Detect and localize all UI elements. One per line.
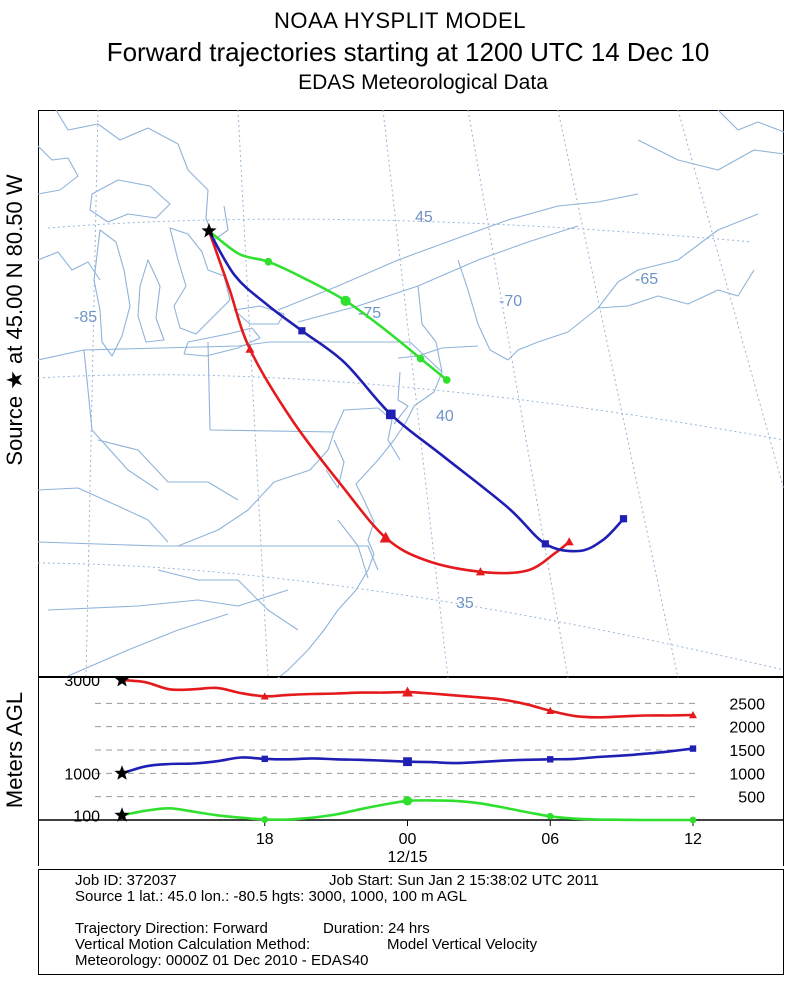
source-location-label: Source ★ at 45.00 N 80.50 W [2, 174, 27, 466]
profile-marker-100 [689, 816, 697, 824]
profile-marker-3000 [260, 692, 269, 700]
trajectory-marker-3000 [379, 531, 392, 543]
trajectory-line-1000 [207, 230, 625, 553]
profile-left-tick: 1000 [64, 766, 100, 783]
trajectory-marker-100 [340, 295, 351, 306]
profile-line-3000 [121, 678, 694, 719]
map-grid-label: 45 [415, 209, 433, 226]
map-grid-label: -65 [635, 271, 658, 288]
vertical-method-value: Model Vertical Velocity [387, 936, 538, 953]
profile-x-tick: 12 [684, 831, 702, 848]
trajectory-map: 45 -85 -75 -70 -65 40 35 [38, 110, 784, 678]
profile-start-star-3000 [114, 676, 130, 687]
chart-subtitle: EDAS Meteorological Data [298, 71, 548, 94]
chart-title-model: NOAA HYSPLIT MODEL [274, 8, 526, 33]
profile-frame [38, 676, 784, 866]
profile-marker-1000 [403, 757, 412, 767]
profile-marker-3000 [689, 711, 697, 719]
profile-x-tick: 18 [256, 831, 274, 848]
profile-left-tick: 3000 [64, 676, 100, 690]
trajectory-marker-3000 [564, 537, 574, 546]
trajectory-marker-100 [416, 354, 425, 363]
map-grid-label: 35 [456, 595, 474, 612]
trajectory-direction: Trajectory Direction: Forward [75, 920, 268, 937]
trajectory-marker-1000 [619, 515, 628, 523]
profile-right-tick: 2500 [729, 696, 765, 713]
map-grid-label: -85 [74, 309, 97, 326]
trajectory-line-3000 [207, 230, 571, 575]
profile-start-star-1000 [114, 765, 130, 780]
profile-x-sublabel: 12/15 [387, 849, 427, 866]
profile-marker-1000 [261, 755, 268, 763]
map-grid-label: -70 [499, 293, 522, 310]
trajectory-marker-1000 [541, 540, 549, 548]
profile-marker-100 [402, 796, 413, 806]
meteorology-info: Meteorology: 0000Z 01 Dec 2010 - EDAS40 [75, 952, 369, 969]
trajectory-marker-100 [264, 257, 273, 266]
profile-marker-100 [261, 816, 269, 823]
profile-marker-1000 [547, 756, 554, 763]
chart-title: Forward trajectories starting at 1200 UT… [106, 37, 710, 67]
profile-right-tick: 500 [738, 790, 765, 807]
profile-marker-1000 [689, 745, 697, 752]
trajectory-marker-100 [442, 376, 451, 384]
profile-left-tick: 100 [73, 808, 100, 825]
vertical-method-label: Vertical Motion Calculation Method: [75, 936, 311, 953]
trajectory-marker-1000 [386, 409, 396, 420]
height-profile: 2500 2000 1500 1000 500 3000 1000 100 18 00 06 12 12… [38, 676, 784, 866]
job-id: Job ID: 372037 [75, 872, 177, 889]
trajectory-marker-3000 [475, 567, 485, 576]
job-start: Job Start: Sun Jan 2 15:38:02 UTC 2011 [329, 872, 599, 889]
profile-right-tick: 2000 [729, 720, 765, 737]
profile-start-star-100 [114, 807, 130, 822]
source-info: Source 1 lat.: 45.0 lon.: -80.5 hgts: 30… [75, 888, 467, 905]
profile-marker-3000 [546, 706, 555, 714]
profile-marker-3000 [402, 686, 413, 697]
profile-marker-100 [546, 812, 554, 820]
map-grid-label: -75 [358, 305, 381, 322]
duration: Duration: 24 hrs [323, 920, 430, 937]
trajectory-marker-1000 [298, 327, 306, 335]
profile-right-tick: 1000 [729, 766, 765, 783]
profile-x-tick: 06 [541, 831, 559, 848]
source-star [201, 223, 217, 238]
profile-right-tick: 1500 [729, 743, 765, 760]
trajectory-marker-3000 [245, 344, 255, 353]
job-info-panel: Job ID: 372037 Job Start: Sun Jan 2 15:3… [38, 869, 784, 975]
map-grid-label: 40 [436, 408, 454, 425]
profile-x-tick: 00 [399, 831, 417, 848]
